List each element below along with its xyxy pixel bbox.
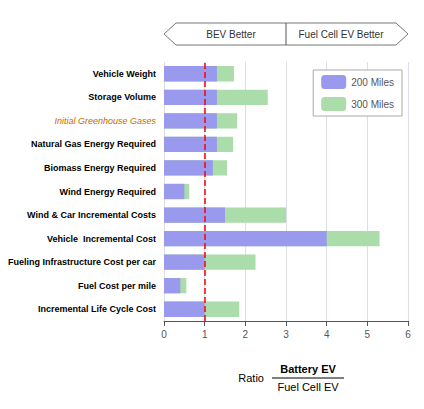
svg-text:6: 6	[405, 329, 411, 340]
svg-text:Fuel Cell EV: Fuel Cell EV	[277, 381, 339, 393]
svg-text:5: 5	[365, 329, 371, 340]
svg-text:0: 0	[161, 329, 167, 340]
svg-text:Biomass Energy Required: Biomass Energy Required	[44, 163, 156, 173]
svg-text:Fuel Cell EV Better: Fuel Cell EV Better	[298, 29, 384, 40]
svg-text:2: 2	[243, 329, 249, 340]
svg-text:3: 3	[283, 329, 289, 340]
svg-text:Incremental Life Cycle Cost: Incremental Life Cycle Cost	[38, 304, 156, 314]
svg-text:Wind Energy Required: Wind Energy Required	[60, 187, 156, 197]
svg-text:Natural Gas Energy Required: Natural Gas Energy Required	[31, 139, 156, 149]
svg-text:200 Miles: 200 Miles	[351, 77, 394, 88]
svg-text:300 Miles: 300 Miles	[351, 99, 394, 110]
svg-text:Storage Volume: Storage Volume	[88, 92, 156, 102]
svg-text:4: 4	[324, 329, 330, 340]
svg-text:Battery EV: Battery EV	[280, 363, 336, 375]
svg-text:Ratio: Ratio	[238, 372, 264, 384]
svg-text:Wind & Car Incremental Costs: Wind & Car Incremental Costs	[27, 210, 156, 220]
svg-text:Initial Greenhouse Gases: Initial Greenhouse Gases	[54, 116, 156, 126]
svg-text:1: 1	[202, 329, 208, 340]
svg-text:Vehicle Incremental Cost: Vehicle Incremental Cost	[47, 234, 156, 244]
svg-text:BEV Better: BEV Better	[206, 29, 256, 40]
svg-text:Vehicle Weight: Vehicle Weight	[93, 69, 156, 79]
svg-text:Fueling Infrastructure Cost pe: Fueling Infrastructure Cost per car	[8, 257, 157, 267]
svg-text:Fuel Cost per mile: Fuel Cost per mile	[78, 281, 156, 291]
